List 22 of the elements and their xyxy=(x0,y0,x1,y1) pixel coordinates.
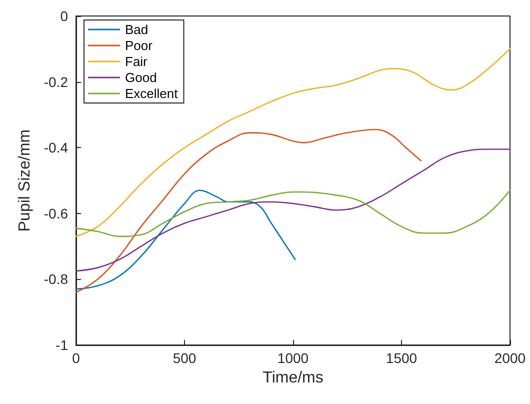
line-series xyxy=(75,190,296,290)
y-tick-label: -1 xyxy=(56,337,68,353)
y-tick-label: -0.2 xyxy=(44,74,68,90)
y-axis-title: Pupil Size/mm xyxy=(16,129,34,232)
legend-label: Good xyxy=(125,70,157,85)
y-tick-label: 0 xyxy=(60,8,68,24)
line-series xyxy=(75,190,511,238)
x-tick-label: 0 xyxy=(72,350,80,366)
legend-label: Bad xyxy=(125,22,148,37)
y-tick-label: -0.4 xyxy=(44,140,68,156)
x-tick-label: 2000 xyxy=(494,350,526,366)
y-tick-label: -0.8 xyxy=(44,271,68,288)
y-tick-label: -0.6 xyxy=(44,205,68,222)
x-tick-label: 1000 xyxy=(277,350,309,366)
legend-label: Fair xyxy=(125,54,148,69)
x-tick-label: 500 xyxy=(172,350,196,366)
line-series xyxy=(75,148,511,272)
legend-label: Excellent xyxy=(125,86,178,101)
line-series xyxy=(75,128,422,294)
legend-label: Poor xyxy=(125,38,154,53)
x-tick-label: 1500 xyxy=(386,350,418,366)
x-axis-title: Time/ms xyxy=(262,369,324,386)
